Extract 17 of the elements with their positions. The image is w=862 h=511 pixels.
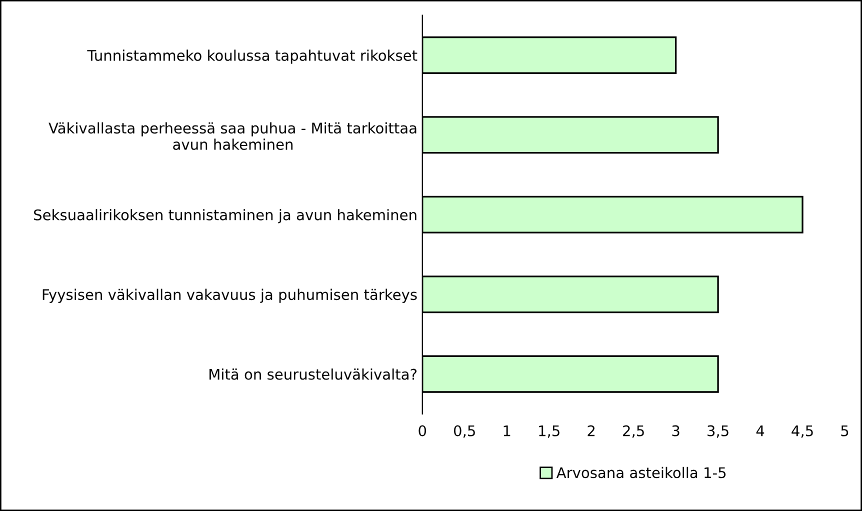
- y-tick-label: Mitä on seurusteluväkivalta?: [210, 368, 417, 380]
- x-tick-label: 3: [672, 425, 680, 436]
- x-tick-label: 3,5: [708, 425, 728, 438]
- x-tick-label: 0,5: [454, 425, 475, 438]
- y-tick-label: Tunnistammeko koulussa tapahtuvat rikokset: [87, 50, 418, 64]
- y-tick-label: Fyysisen väkivallan vakavuus ja puhumisen tärkeys: [42, 288, 417, 303]
- x-tick-label: 0: [418, 425, 426, 436]
- x-tick-label: 5: [841, 425, 848, 436]
- y-tick-label: Väkivallasta perheessä saa puhua - Mitä tarkoittaa avun hakeminen: [48, 122, 416, 150]
- legend-label: Arvosana asteikolla 1-5: [556, 466, 726, 478]
- x-tick-label: 1,5: [539, 425, 560, 438]
- x-tick-label: 1: [504, 425, 510, 436]
- y-tick-label: Seksuaalirikoksen tunnistaminen ja avun hakeminen: [34, 209, 416, 224]
- x-tick-label: 2,5: [623, 425, 644, 438]
- x-tick-label: 2: [588, 425, 595, 436]
- x-tick-label: 4: [756, 425, 764, 436]
- x-tick-label: 4,5: [792, 425, 813, 438]
